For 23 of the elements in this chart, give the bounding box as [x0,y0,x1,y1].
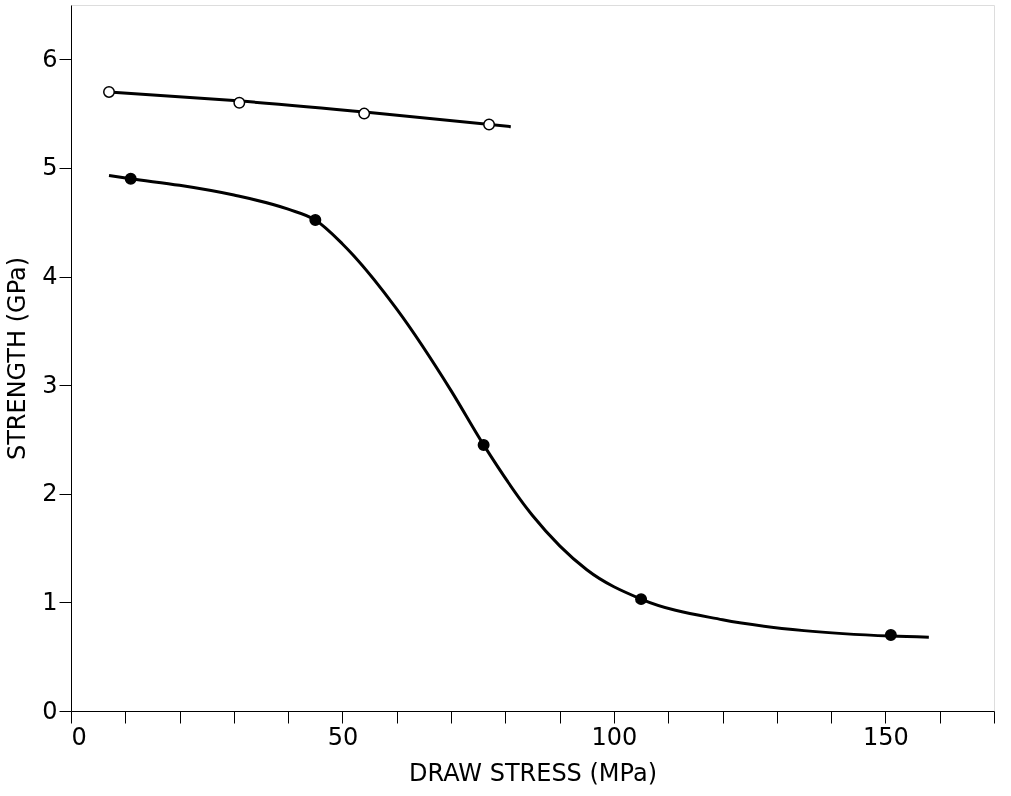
x-tick-label: 50 [327,722,359,751]
point [884,628,897,641]
point [635,593,648,606]
point [483,118,496,131]
x-tick-label: 0 [71,722,87,751]
y-tick-label: 6 [42,44,58,73]
y-tick-label: 3 [42,370,58,399]
y-tick-label: 2 [42,479,58,508]
y-tick-label: 5 [42,153,58,182]
y-axis-title: STRENGTH (GPa) [3,256,32,461]
y-tick-label: 1 [42,587,58,616]
point [103,85,115,98]
x-tick-label: 150 [863,722,909,751]
y-tick-label: 0 [42,696,58,725]
x-axis-title: DRAW STRESS (MPa) [408,758,658,787]
point [233,96,246,109]
point [477,438,490,451]
point [124,172,137,185]
x-tick-label: 100 [591,722,638,751]
point [309,214,322,227]
y-tick-label: 4 [42,262,58,291]
line-series [107,174,931,639]
point [358,107,371,120]
